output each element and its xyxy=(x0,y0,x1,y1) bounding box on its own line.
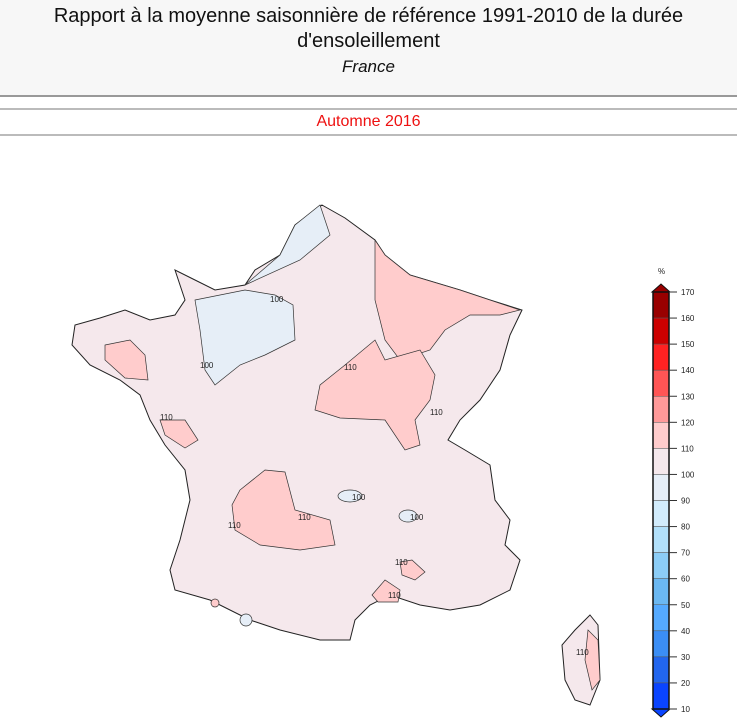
legend-bin xyxy=(652,500,670,527)
legend-bin xyxy=(652,317,670,345)
legend-bin xyxy=(652,526,670,553)
zone-below-100-pyrenees xyxy=(239,613,253,627)
legend-bin xyxy=(652,474,670,501)
legend-bin xyxy=(652,578,670,605)
color-legend: % 170 160 150 140 130 120 110 100 90 80 70 60 50 40 30… xyxy=(650,267,695,718)
legend-tick-label: 160 xyxy=(681,314,695,323)
legend-tick-label: 150 xyxy=(681,340,695,349)
zone-above-110-centre xyxy=(314,339,436,451)
france-outline xyxy=(71,204,523,641)
legend-bin xyxy=(652,448,670,475)
legend-tick-label: 140 xyxy=(681,366,695,375)
contour-label: 100 xyxy=(270,295,284,304)
legend-tick-label: 10 xyxy=(681,705,690,714)
legend-bin xyxy=(652,343,670,371)
legend-bin xyxy=(652,396,670,423)
zone-below-100-normandy xyxy=(194,289,296,386)
header: Rapport à la moyenne saisonnière de réfé… xyxy=(0,0,737,97)
contour-label: 110 xyxy=(298,513,311,522)
zone-above-110-provence xyxy=(371,579,401,603)
zone-above-110-southalps xyxy=(399,559,426,581)
legend-min-arrow xyxy=(650,708,672,718)
contour-label: 100 xyxy=(352,493,366,502)
legend-tick-label: 40 xyxy=(681,627,690,636)
legend-tick-label: 80 xyxy=(681,523,690,532)
legend-bin xyxy=(652,630,670,658)
legend-tick-label: 50 xyxy=(681,601,690,610)
legend-max-arrow xyxy=(650,283,672,293)
map-title: Rapport à la moyenne saisonnière de réfé… xyxy=(53,5,684,52)
legend-bin xyxy=(652,604,670,632)
zone-above-110-pyrenees xyxy=(210,598,220,608)
period-label: Automne 2016 xyxy=(0,108,737,136)
contour-label: 110 xyxy=(344,363,357,372)
zone-below-100-massif xyxy=(337,489,363,503)
zone-above-110-brittany xyxy=(104,339,149,381)
legend-tick-label: 100 xyxy=(681,470,695,479)
legend-bin xyxy=(652,552,670,579)
zone-above-110-northeast xyxy=(374,238,522,361)
zone-above-110-southwest xyxy=(231,469,336,551)
legend-tick-label: 110 xyxy=(681,444,694,453)
contour-label: 110 xyxy=(388,591,401,600)
legend-tick-label: 20 xyxy=(681,679,690,688)
legend-bin xyxy=(652,656,670,684)
region-name: France xyxy=(342,57,395,76)
contour-label: 110 xyxy=(430,408,443,417)
contour-label: 100 xyxy=(410,513,424,522)
legend-tick-label: 130 xyxy=(681,392,695,401)
contour-label: 110 xyxy=(228,521,241,530)
legend-unit: % xyxy=(658,267,665,276)
contour-label: 110 xyxy=(160,413,173,422)
zone-above-110-loire xyxy=(159,419,199,449)
legend-tick-label: 60 xyxy=(681,575,690,584)
zone-above-110-corsica xyxy=(584,629,601,691)
contour-label: 100 xyxy=(200,361,214,370)
zone-below-100-alps xyxy=(398,509,418,523)
legend-tick-label: 70 xyxy=(681,549,690,558)
legend-bin xyxy=(652,291,670,319)
legend-bin xyxy=(652,422,670,449)
legend-tick-label: 30 xyxy=(681,653,690,662)
zone-below-100-north xyxy=(244,204,331,286)
contour-label: 110 xyxy=(395,558,408,567)
legend-bin xyxy=(652,682,670,710)
legend-tick-label: 170 xyxy=(681,288,695,297)
legend-tick-label: 90 xyxy=(681,497,690,506)
legend-bin xyxy=(652,369,670,397)
legend-tick-label: 120 xyxy=(681,418,695,427)
contour-label: 110 xyxy=(576,648,589,657)
